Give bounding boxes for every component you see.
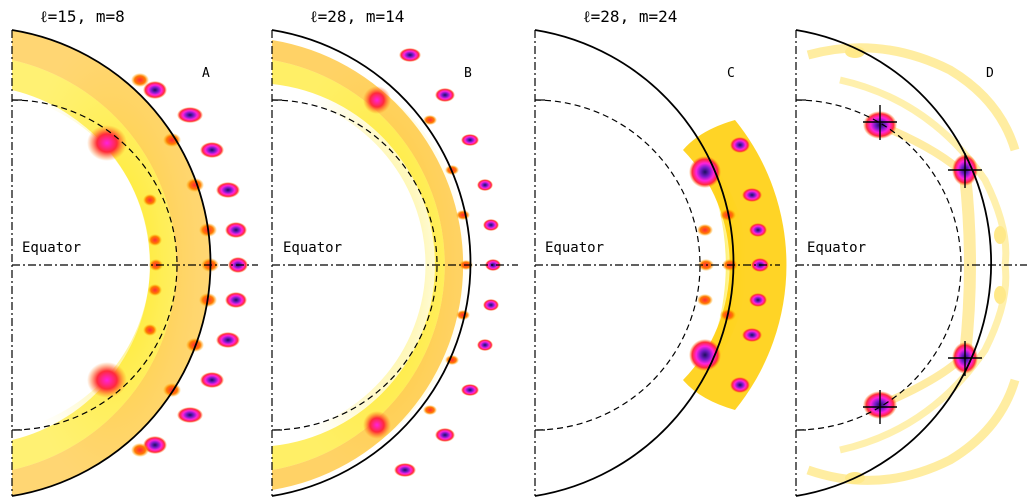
wave-spot (177, 407, 203, 423)
surface-arc-d (795, 29, 992, 497)
wave-spot (697, 294, 713, 306)
wave-spot (742, 188, 762, 202)
equator-label-c: Equator (545, 240, 604, 256)
wave-spot (87, 362, 127, 398)
wave-spot (225, 292, 247, 308)
panel-d: Equator D (795, 29, 1027, 497)
wave-spot (477, 179, 493, 191)
outer-band-b (272, 40, 464, 490)
wave-spot (845, 46, 865, 58)
mode-pattern-d (806, 43, 1020, 485)
panel-b: ℓ=28, m=14 (271, 7, 518, 497)
wave-spot (456, 210, 470, 220)
wave-spot (177, 107, 203, 123)
wave-spot (148, 234, 162, 246)
panel-title-a: ℓ=15, m=8 (40, 7, 125, 26)
wave-spot (435, 88, 455, 102)
wave-spot (461, 134, 479, 146)
wave-spot (399, 48, 421, 62)
wave-spot (423, 405, 437, 415)
wave-spot (689, 156, 721, 188)
wave-spot (477, 339, 493, 351)
wave-spot (143, 324, 157, 336)
wave-spot (483, 219, 499, 231)
wave-spot (730, 137, 750, 153)
wave-spot (200, 142, 224, 158)
wave-spot (689, 339, 721, 371)
panel-label-b: B (464, 66, 472, 81)
wave-spot (163, 383, 181, 397)
ray-path-d (806, 43, 1020, 152)
ray-path-d (959, 174, 976, 356)
source-markers-d (863, 105, 982, 424)
wave-spot (730, 377, 750, 393)
wave-spot (363, 411, 391, 439)
wave-spot (461, 384, 479, 396)
wave-spot (697, 224, 713, 236)
equator-label-a: Equator (22, 240, 81, 256)
wave-spot (143, 194, 157, 206)
mode-pattern-b (272, 40, 501, 490)
wave-spot (394, 463, 416, 477)
wave-spot (163, 133, 181, 147)
panel-label-c: C (727, 66, 735, 81)
wave-spot (148, 284, 162, 296)
wave-spot (143, 436, 167, 454)
equator-label-d: Equator (807, 240, 866, 256)
wave-spot (363, 86, 391, 114)
ray-path-d (839, 76, 1010, 266)
wave-spot (994, 226, 1006, 244)
surface-arc-b (271, 29, 472, 497)
outer-band-a (12, 30, 211, 496)
wave-spot (200, 372, 224, 388)
equator-label-b: Equator (283, 240, 342, 256)
wave-spot (216, 332, 240, 348)
wave-spot (131, 73, 149, 87)
wave-spot (994, 286, 1006, 304)
wave-spot (143, 81, 167, 99)
wave-spot (435, 428, 455, 442)
panel-title-c: ℓ=28, m=24 (583, 7, 677, 26)
wave-spot (749, 223, 767, 237)
wave-spot (423, 115, 437, 125)
wave-spot (225, 222, 247, 238)
panel-a: ℓ=15, m=8 (11, 7, 258, 497)
wave-spot (131, 443, 149, 457)
panel-c: ℓ=28, m=24 Equator C (534, 7, 787, 497)
wave-spot (742, 328, 762, 342)
wave-spot (216, 182, 240, 198)
wave-spot (483, 299, 499, 311)
surface-arc-c (534, 29, 735, 497)
wave-spot (186, 178, 204, 192)
wave-spot (87, 125, 127, 161)
inner-band-a (12, 60, 177, 470)
panel-label-a: A (202, 66, 210, 81)
wave-spot (749, 293, 767, 307)
panel-title-b: ℓ=28, m=14 (310, 7, 404, 26)
surface-arc-a (11, 29, 212, 497)
wave-spot (456, 310, 470, 320)
panel-label-d: D (986, 66, 994, 81)
mode-pattern-a (12, 30, 248, 496)
